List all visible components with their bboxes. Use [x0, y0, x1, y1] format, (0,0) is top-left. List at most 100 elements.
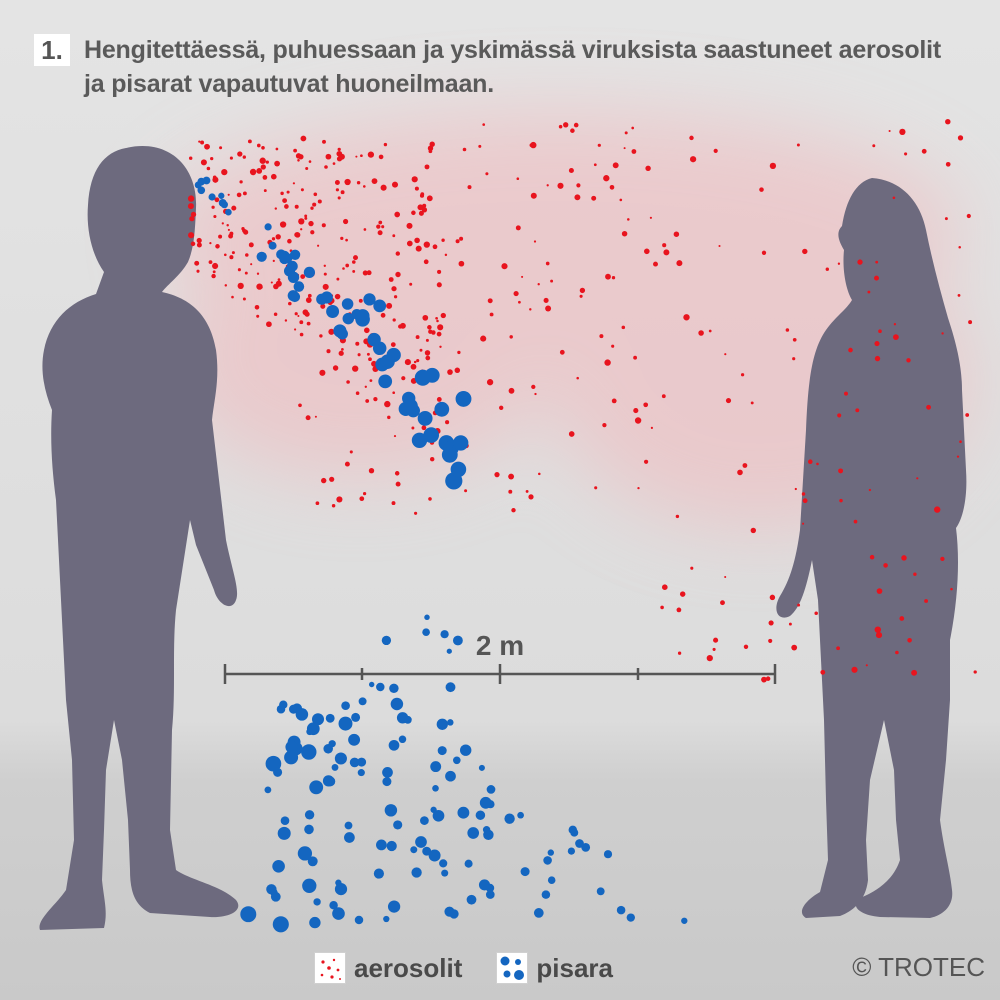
droplet-particle — [428, 849, 441, 862]
aerosol-particle — [441, 238, 445, 242]
aerosol-particle — [305, 415, 311, 421]
aerosol-particle — [558, 124, 563, 129]
aerosol-particle — [683, 314, 690, 321]
aerosol-particle — [814, 611, 818, 615]
aerosol-particle — [307, 293, 312, 298]
aerosol-particle — [421, 207, 428, 213]
aerosol-particle — [321, 477, 327, 484]
droplet-particle — [373, 299, 387, 313]
aerosol-particle — [395, 271, 401, 278]
aerosol-particle — [750, 527, 757, 534]
droplet-particle — [280, 816, 290, 826]
aerosol-particle — [236, 192, 242, 198]
aerosol-particle — [791, 644, 798, 651]
droplet-particle — [348, 733, 361, 746]
droplet-particle — [388, 739, 400, 751]
aerosol-particle — [326, 349, 331, 354]
aerosol-particle — [336, 277, 340, 281]
droplet-particle — [313, 898, 321, 906]
aerosol-particle — [959, 440, 962, 443]
droplet-particle — [287, 290, 299, 302]
droplet-particle — [390, 697, 404, 711]
aerosol-particle — [538, 472, 541, 476]
aerosol-particle — [369, 379, 373, 382]
aerosol-particle — [612, 162, 619, 169]
aerosol-particle — [794, 487, 797, 491]
aerosol-particle — [597, 143, 601, 147]
aerosol-particle — [574, 194, 581, 201]
aerosol-particle — [436, 396, 442, 402]
droplet-legend-icon — [496, 952, 529, 984]
woman-silhouette — [776, 178, 967, 918]
aerosol-particle — [418, 210, 424, 216]
aerosol-particle — [313, 192, 318, 197]
aerosol-particle — [521, 275, 524, 278]
droplet-particle — [436, 718, 448, 730]
aerosol-particle — [273, 312, 278, 316]
aerosol-particle — [591, 195, 597, 201]
aerosol-particle — [802, 248, 808, 255]
aerosol-particle — [513, 291, 519, 297]
droplet-particle — [478, 879, 491, 891]
aerosol-particle — [224, 284, 228, 287]
aerosol-particle — [534, 392, 537, 396]
droplet-particle — [411, 432, 428, 448]
droplet-particle — [380, 354, 395, 369]
aerosol-particle — [323, 272, 327, 276]
aerosol-particle — [435, 316, 438, 320]
aerosol-particle — [427, 325, 432, 330]
aerosol-particle — [594, 486, 598, 490]
aerosol-particle — [869, 554, 875, 560]
aerosol-particle — [353, 255, 358, 261]
droplet-particle — [452, 635, 463, 646]
aerosol-particle — [428, 329, 433, 334]
droplet-particle — [596, 887, 605, 896]
aerosol-particle — [254, 304, 260, 310]
droplet-particle — [455, 390, 472, 407]
aerosol-particle — [415, 335, 420, 340]
aerosol-particle — [391, 286, 397, 292]
aerosol-particle — [411, 426, 415, 430]
aerosol-particle — [284, 204, 289, 209]
aerosol-particle — [422, 314, 429, 321]
aerosol-particle — [256, 272, 260, 275]
aerosol-particle — [425, 338, 429, 342]
aerosol-particle — [568, 431, 575, 437]
aerosol-particle — [218, 234, 223, 239]
droplet-particle — [341, 298, 354, 310]
aerosol-particle — [304, 216, 308, 220]
aerosol-particle — [417, 204, 424, 211]
aerosol-particle — [661, 584, 668, 591]
droplet-particle — [331, 763, 339, 771]
aerosol-particle — [213, 214, 217, 219]
droplet-particle — [367, 332, 381, 347]
aerosol-particle — [956, 455, 960, 458]
aerosol-particle — [337, 196, 341, 200]
droplet-particle — [363, 293, 376, 306]
aerosol-particle — [271, 237, 276, 241]
aerosol-particle — [508, 473, 515, 480]
aerosol-particle — [663, 249, 670, 256]
aerosol-particle — [718, 244, 721, 248]
aerosol-particle — [363, 228, 367, 231]
droplet-particle — [197, 186, 206, 195]
aerosol-particle — [494, 471, 500, 478]
aerosol-particle — [395, 481, 401, 487]
aerosol-particle — [550, 279, 554, 283]
aerosol-particle — [825, 267, 829, 271]
aerosol-particle — [260, 286, 263, 289]
aerosol-particle — [690, 566, 694, 570]
aerosol-particle — [404, 359, 411, 366]
aerosol-particle — [242, 228, 247, 233]
aerosol-particle — [416, 359, 420, 363]
aerosol-particle — [423, 259, 429, 265]
aerosol-particle — [489, 312, 494, 317]
copyright-notice: © TROTEC — [852, 952, 985, 982]
aerosol-particle — [576, 183, 581, 188]
aerosol-particle — [950, 587, 953, 591]
aerosol-particle — [414, 511, 418, 515]
aerosol-particle — [611, 398, 617, 404]
aerosol-particle — [338, 350, 344, 356]
aerosol-particle — [215, 244, 220, 249]
aerosol-particle — [231, 251, 235, 255]
